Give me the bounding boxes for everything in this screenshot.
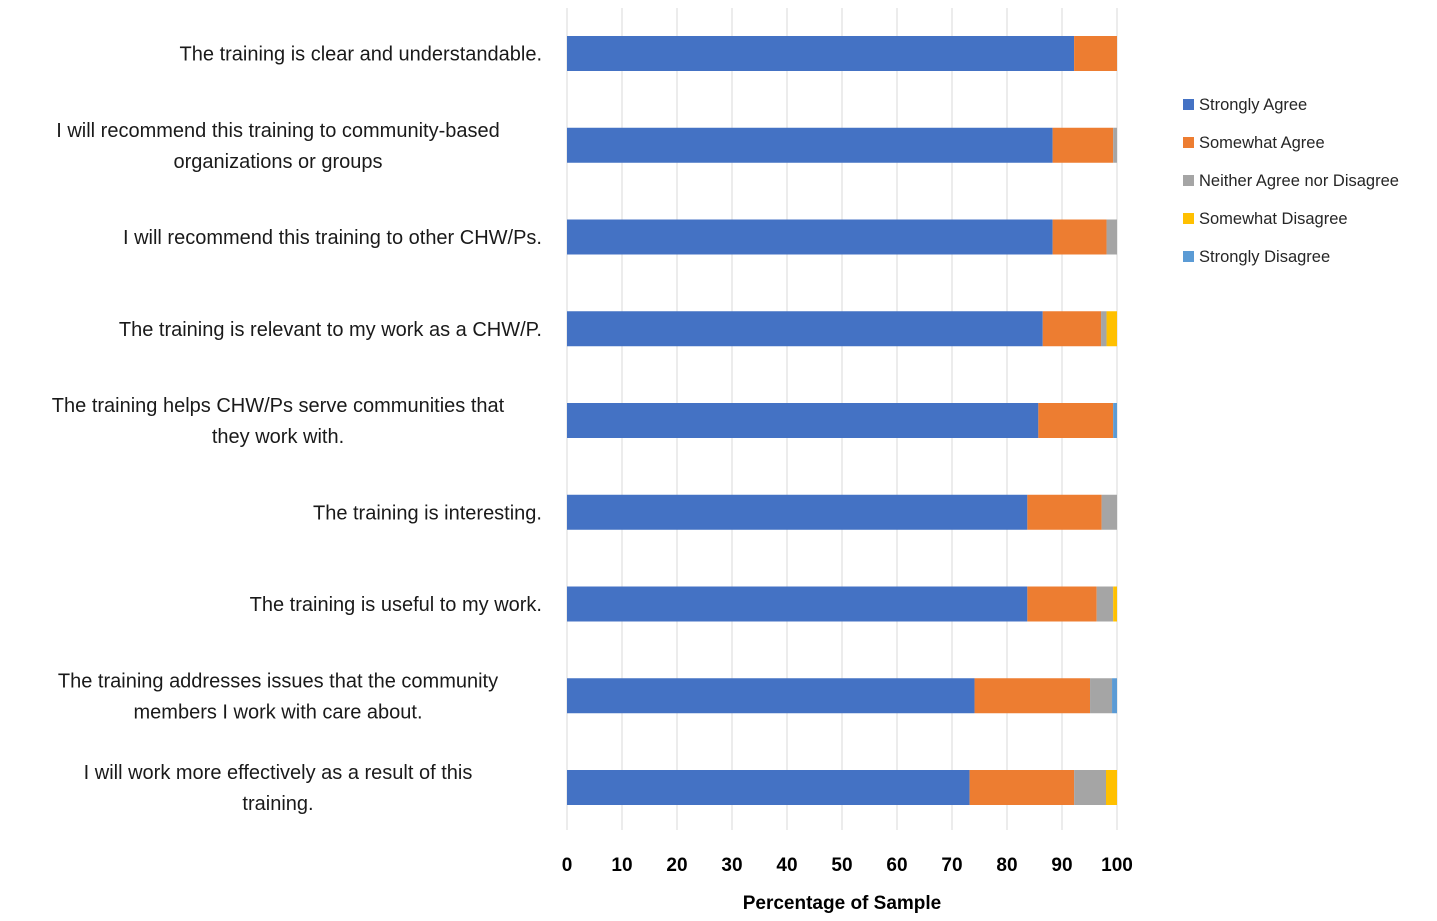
category-label-line: The training is useful to my work. — [250, 594, 542, 616]
bar-segment-neither-agree-nor-disagree — [1106, 219, 1117, 255]
category-label-line: members I work with care about. — [134, 701, 423, 723]
category-label-line: I will recommend this training to commun… — [56, 120, 500, 142]
x-tick-label: 100 — [1101, 855, 1133, 876]
category-label-line: they work with. — [212, 426, 344, 448]
legend-label: Somewhat Agree — [1199, 134, 1325, 152]
bar-segment-strongly-agree — [567, 770, 970, 805]
bar-segment-somewhat-agree — [1027, 494, 1102, 530]
category-label: I will recommend this training to other … — [123, 227, 542, 249]
legend-swatch — [1183, 251, 1194, 262]
bar-segment-neither-agree-nor-disagree — [1074, 770, 1106, 805]
x-tick-label: 50 — [831, 855, 852, 876]
category-label-line: I will work more effectively as a result… — [84, 762, 473, 784]
bar-segment-somewhat-agree — [974, 678, 1091, 714]
bar-segment-strongly-agree — [567, 678, 975, 714]
x-tick-labels: 0 10 20 30 40 50 60 70 80 90 100 — [562, 855, 1133, 876]
legend-label: Somewhat Disagree — [1199, 210, 1348, 228]
bar-segment-strongly-agree — [567, 127, 1053, 163]
category-label: I will recommend this training to commun… — [56, 120, 500, 173]
bar-segment-neither-agree-nor-disagree — [1101, 311, 1107, 347]
bar-segment-somewhat-agree — [1027, 586, 1097, 622]
bar-segment-neither-agree-nor-disagree — [1113, 127, 1117, 163]
bar-segment-neither-agree-nor-disagree — [1101, 494, 1117, 530]
legend-label: Neither Agree nor Disagree — [1199, 172, 1399, 190]
category-label: The training is useful to my work. — [250, 594, 542, 616]
bar-segment-strongly-agree — [567, 311, 1043, 347]
category-label: The training helps CHW/Ps serve communit… — [52, 395, 505, 448]
category-label-line: The training helps CHW/Ps serve communit… — [52, 395, 505, 417]
bar-segment-strongly-agree — [567, 586, 1028, 622]
legend-label: Strongly Agree — [1199, 96, 1307, 114]
legend-swatch — [1183, 175, 1194, 186]
x-tick-label: 20 — [666, 855, 687, 876]
legend-swatch — [1183, 99, 1194, 110]
bar-segment-strongly-agree — [567, 219, 1053, 255]
bar-segment-somewhat-disagree — [1106, 311, 1117, 347]
bar-segment-strongly-disagree — [1113, 403, 1117, 438]
bar-segment-strongly-agree — [567, 403, 1039, 438]
x-tick-label: 90 — [1051, 855, 1072, 876]
bar-segment-somewhat-disagree — [1106, 770, 1117, 805]
bar-segment-somewhat-agree — [969, 770, 1075, 805]
x-tick-label: 0 — [562, 855, 573, 876]
category-label: The training is relevant to my work as a… — [119, 319, 542, 341]
category-label-line: The training is relevant to my work as a… — [119, 319, 542, 341]
category-label-line: organizations or groups — [173, 151, 382, 173]
bar-segment-strongly-agree — [567, 494, 1028, 530]
x-tick-label: 80 — [996, 855, 1017, 876]
x-tick-label: 10 — [611, 855, 632, 876]
bar-segment-somewhat-agree — [1052, 219, 1107, 255]
x-tick-label: 60 — [886, 855, 907, 876]
legend-label: Strongly Disagree — [1199, 248, 1330, 266]
bar-segment-somewhat-disagree — [1113, 586, 1117, 622]
bar-segment-strongly-disagree — [1112, 678, 1117, 714]
category-label: The training addresses issues that the c… — [58, 670, 498, 723]
legend-swatch — [1183, 137, 1194, 148]
bar-segment-somewhat-agree — [1052, 127, 1114, 163]
x-tick-label: 70 — [941, 855, 962, 876]
bar-segment-somewhat-agree — [1074, 36, 1117, 71]
category-label-line: The training is clear and understandable… — [180, 44, 542, 66]
legend: Strongly Agree Somewhat Agree Neither Agre… — [1183, 96, 1399, 266]
bar-segment-somewhat-agree — [1038, 403, 1114, 438]
category-label-line: The training addresses issues that the c… — [58, 670, 498, 692]
category-label: The training is clear and understandable… — [180, 44, 542, 66]
category-label: I will work more effectively as a result… — [84, 762, 473, 815]
category-labels: The training is clear and understandable… — [52, 44, 542, 816]
bar-segment-somewhat-agree — [1042, 311, 1102, 347]
category-label-line: The training is interesting. — [313, 502, 542, 524]
bars — [567, 36, 1117, 805]
legend-swatch — [1183, 213, 1194, 224]
bar-segment-neither-agree-nor-disagree — [1090, 678, 1113, 714]
bar-segment-strongly-agree — [567, 36, 1075, 71]
category-label-line: training. — [242, 793, 313, 815]
category-label: The training is interesting. — [313, 502, 542, 524]
category-label-line: I will recommend this training to other … — [123, 227, 542, 249]
x-tick-label: 30 — [721, 855, 742, 876]
bar-segment-neither-agree-nor-disagree — [1096, 586, 1114, 622]
x-tick-label: 40 — [776, 855, 797, 876]
x-axis-title: Percentage of Sample — [743, 893, 942, 914]
